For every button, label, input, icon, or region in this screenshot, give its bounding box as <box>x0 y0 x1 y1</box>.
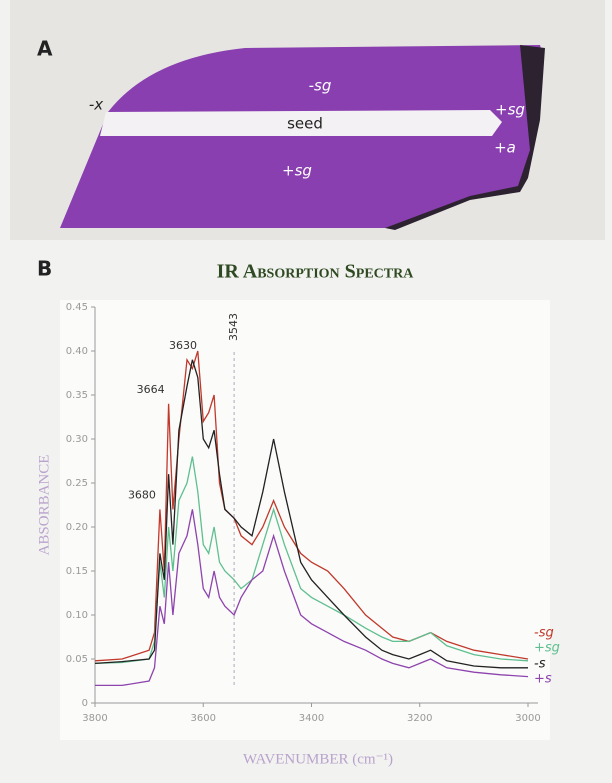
region-label: -x <box>89 96 103 114</box>
series-line <box>95 509 529 687</box>
y-tick-label: 0.25 <box>66 478 88 489</box>
series-line <box>94 456 529 665</box>
y-tick-label: 0.30 <box>66 434 88 445</box>
peak-label: 3680 <box>128 488 156 501</box>
crystal <box>60 45 543 228</box>
x-tick-label: 3400 <box>299 713 324 724</box>
x-tick-label: 3000 <box>515 713 540 724</box>
chart-title: IR Absorption Spectra <box>217 261 415 283</box>
peak-label: 3630 <box>169 339 197 352</box>
legend-entry: -sg <box>534 626 554 641</box>
x-tick-label: 3200 <box>407 713 432 724</box>
x-axis-label: WAVENUMBER (cm⁻¹) <box>243 751 393 767</box>
reference-label: 3543 <box>227 313 240 341</box>
legend-entry: +s <box>534 672 552 687</box>
y-axis-label: ABSORBANCE <box>36 455 52 556</box>
series-line <box>94 359 528 669</box>
x-tick-label: 3600 <box>191 713 216 724</box>
region-label: +sg <box>495 101 525 119</box>
panel-label: B <box>37 257 52 281</box>
region-label: -sg <box>309 77 332 95</box>
plot-background <box>60 300 550 740</box>
seed <box>100 110 502 136</box>
region-label: +sg <box>282 162 312 180</box>
region-label: +a <box>494 139 516 157</box>
crystal-edge <box>385 45 545 230</box>
y-tick-label: 0.45 <box>66 302 88 313</box>
y-tick-label: 0.40 <box>66 346 88 357</box>
panel-label: A <box>37 37 53 61</box>
y-tick-label: 0.05 <box>66 654 88 665</box>
y-tick-label: 0.15 <box>66 566 88 577</box>
x-tick-label: 3800 <box>82 713 107 724</box>
legend-entry: +sg <box>534 641 560 656</box>
y-tick-label: 0.20 <box>66 522 88 533</box>
y-tick-label: 0.35 <box>66 390 88 401</box>
region-label: seed <box>287 115 323 133</box>
y-tick-label: 0 <box>82 698 88 709</box>
legend-entry: -s <box>534 657 546 672</box>
peak-label: 3664 <box>137 383 165 396</box>
y-tick-label: 0.10 <box>66 610 88 621</box>
